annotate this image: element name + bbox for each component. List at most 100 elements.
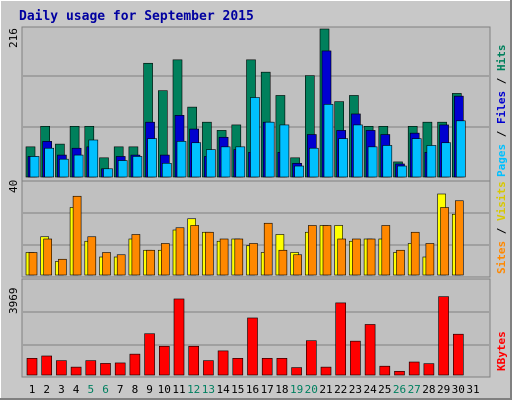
y-max-label-kbytes: 3969 [7,288,20,315]
bar-kbytes [394,370,405,376]
x-tick-label: 21 [319,383,332,396]
bar-pages [294,165,304,178]
x-tick-label: 20 [305,383,318,396]
bar-pages [132,156,143,178]
bar-kbytes [70,366,82,376]
legend-pages: Pages [495,144,508,177]
bar-sites [146,249,155,276]
x-tick-label: 31 [466,383,479,396]
x-tick-label: 24 [363,383,377,396]
bar-pages [426,145,437,178]
bar-kbytes [452,333,464,376]
bar-pages [117,160,128,178]
bar-sites [131,234,141,276]
bar-kbytes [144,333,155,376]
bar-sites [307,225,317,276]
bar-sites [322,225,332,276]
x-tick-label: 28 [422,383,435,396]
bar-sites [396,249,405,276]
x-tick-label: 4 [73,383,80,396]
x-tick-label: 12 [187,383,200,396]
legend-sites: Sites [495,241,508,274]
bar-sites [205,231,214,276]
x-tick-label: 18 [275,383,288,396]
bar-sites [161,243,170,276]
bar-pages [279,124,290,178]
x-tick-label: 22 [334,383,347,396]
svg-text:Sites / Visits: Sites / Visits [495,181,508,274]
bar-sites [43,238,53,276]
bar-kbytes [423,363,435,376]
bar-pages [44,147,55,178]
bar-pages [206,149,216,178]
bar-pages [250,97,260,178]
x-tick-label: 30 [452,383,465,396]
x-tick-label: 29 [437,383,450,396]
legend-sites-visits: Sites / Visits [495,181,508,274]
x-tick-label: 10 [158,383,171,396]
x-tick-label: 9 [146,383,153,396]
bar-kbytes [129,353,141,376]
bar-kbytes [247,317,258,376]
bar-pages [235,146,246,178]
bar-sites [440,207,449,276]
bar-pages [176,141,187,178]
bar-kbytes [100,363,111,376]
bar-sites [72,195,82,276]
bar-pages [308,147,319,178]
bar-sites [425,243,435,276]
bar-pages [441,142,451,178]
bar-sites [410,231,420,276]
legend-kbytes: KBytes [495,331,508,371]
bar-kbytes [305,340,317,376]
bar-pages [29,156,40,178]
x-tick-label: 19 [290,383,303,396]
bar-kbytes [261,358,273,376]
x-tick-label: 7 [117,383,124,396]
bar-kbytes [26,358,38,376]
x-tick-label: 1 [29,383,36,396]
bar-sites [116,254,126,276]
bar-pages [220,146,231,178]
bar-sites [366,238,376,276]
x-tick-label: 17 [261,383,274,396]
bar-pages [103,168,113,178]
bar-pages [147,138,157,178]
bar-pages [353,124,363,178]
bar-kbytes [173,298,185,376]
x-tick-label: 13 [202,383,215,396]
y-max-label-sites: 40 [7,180,20,193]
x-tick-label: 15 [231,383,244,396]
x-tick-label: 6 [102,383,109,396]
x-tick-label: 2 [43,383,50,396]
x-tick-label: 3 [58,383,65,396]
bar-pages [264,121,275,178]
bar-kbytes [320,366,332,376]
bar-sites [337,238,347,276]
bar-pages [411,138,422,178]
bars-sites-visits [25,193,464,276]
legend-hits: Hits [495,45,508,72]
bar-kbytes [291,367,302,376]
bar-sites [102,252,111,276]
x-tick-label: 16 [246,383,259,396]
bar-kbytes [379,365,391,376]
bars-hits-files-pages [25,28,466,178]
bar-sites [293,254,302,276]
bar-pages [367,146,378,178]
bar-kbytes [350,340,361,376]
svg-text:Pages / Files / Hits: Pages / Files / Hits [495,45,508,178]
bar-pages [338,138,349,178]
bar-sites [58,258,67,276]
bar-sites [219,238,229,276]
bar-sites [190,225,199,276]
bar-kbytes [438,296,449,376]
bar-pages [59,158,69,178]
bar-sites [175,227,185,276]
x-tick-label: 26 [393,383,406,396]
bar-kbytes [203,360,214,376]
legend-visits: Visits [495,181,508,221]
bar-kbytes [335,302,347,376]
